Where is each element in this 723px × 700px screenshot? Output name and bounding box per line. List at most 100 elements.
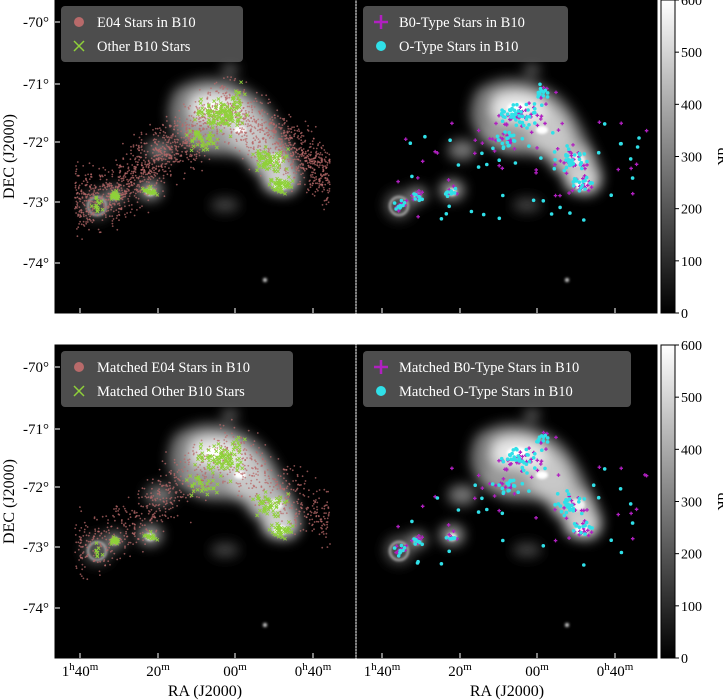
e04-star-marker <box>222 481 224 484</box>
b0-star-marker <box>404 198 409 203</box>
e04-star-marker <box>280 145 283 148</box>
e04-star-marker <box>257 125 260 128</box>
e04-star-marker <box>278 145 281 148</box>
b0-star-marker <box>539 459 544 463</box>
e04-star-marker <box>285 469 288 471</box>
e04-star-marker <box>162 130 165 133</box>
e04-star-marker <box>321 175 323 178</box>
e04-star-marker <box>150 521 153 524</box>
e04-star-marker <box>208 445 211 448</box>
e04-star-marker <box>207 91 210 94</box>
e04-star-marker <box>86 218 89 221</box>
e04-star-marker <box>101 213 104 216</box>
e04-star-marker <box>283 507 285 510</box>
e04-star-marker <box>185 496 187 499</box>
e04-star-marker <box>318 180 321 183</box>
o-star-marker <box>521 123 526 128</box>
e04-star-marker <box>118 204 121 207</box>
other-star-marker <box>206 448 211 452</box>
e04-star-marker <box>223 442 226 445</box>
e04-star-marker <box>299 153 301 156</box>
e04-star-marker <box>249 129 252 132</box>
e04-star-marker <box>94 528 96 531</box>
e04-star-marker <box>323 188 325 191</box>
e04-star-marker <box>102 188 105 191</box>
e04-star-marker <box>286 158 289 161</box>
o-star-marker <box>485 162 489 167</box>
e04-star-marker <box>173 461 176 464</box>
e04-star-marker <box>90 220 92 222</box>
e04-star-marker <box>90 193 93 196</box>
e04-star-marker <box>78 193 81 195</box>
e04-star-marker <box>272 131 275 133</box>
e04-star-marker <box>201 474 204 477</box>
e04-star-marker <box>262 489 265 492</box>
e04-star-marker <box>77 215 79 217</box>
other-star-marker <box>206 478 211 483</box>
e04-star-marker <box>91 196 94 199</box>
star-markers <box>74 418 331 581</box>
e04-star-marker <box>314 160 317 163</box>
e04-star-marker <box>76 205 79 207</box>
e04-star-marker <box>241 131 243 133</box>
e04-star-marker <box>92 560 95 563</box>
e04-star-marker <box>196 473 199 476</box>
e04-star-marker <box>324 183 327 186</box>
e04-star-marker <box>83 225 86 227</box>
e04-star-marker <box>163 137 166 139</box>
e04-star-marker <box>315 514 318 517</box>
other-star-marker <box>109 542 114 546</box>
e04-star-marker <box>103 212 106 215</box>
other-star-marker <box>214 449 219 454</box>
e04-star-marker <box>89 540 92 543</box>
e04-star-marker <box>165 474 168 477</box>
other-star-marker <box>228 134 233 139</box>
b0-star-marker <box>616 167 621 172</box>
e04-star-marker <box>285 479 288 482</box>
e04-star-marker <box>199 464 202 466</box>
x-tick-label: 20m <box>448 661 472 680</box>
e04-star-marker <box>165 451 167 453</box>
e04-star-marker <box>143 193 146 196</box>
other-star-marker <box>212 457 217 462</box>
other-star-marker <box>195 142 200 147</box>
e04-star-marker <box>326 517 329 520</box>
e04-star-marker <box>107 171 110 173</box>
e04-star-marker <box>184 461 187 464</box>
e04-star-marker <box>281 487 284 490</box>
e04-star-marker <box>270 135 272 138</box>
other-star-marker <box>148 529 153 534</box>
o-star-marker <box>501 459 506 464</box>
e04-star-marker <box>124 213 126 216</box>
e04-star-marker <box>89 200 92 203</box>
o-star-marker <box>396 205 401 209</box>
e04-star-marker <box>226 101 229 104</box>
e04-star-marker <box>122 142 124 145</box>
b0-star-marker <box>527 446 531 450</box>
e04-star-marker <box>188 108 190 110</box>
o-star-marker <box>520 114 525 119</box>
e04-star-marker <box>113 202 116 205</box>
legend-circle-icon <box>74 17 84 27</box>
e04-star-marker <box>115 510 117 513</box>
e04-star-marker <box>186 156 189 159</box>
b0-star-marker <box>539 441 543 445</box>
e04-star-marker <box>229 102 232 105</box>
e04-star-marker <box>159 157 162 160</box>
e04-star-marker <box>318 497 320 500</box>
o-star-marker <box>520 465 525 470</box>
e04-star-marker <box>294 158 296 161</box>
e04-star-marker <box>124 205 126 208</box>
e04-star-marker <box>82 220 85 223</box>
e04-star-marker <box>82 577 85 580</box>
e04-star-marker <box>112 202 114 205</box>
e04-star-marker <box>243 128 245 131</box>
e04-star-marker <box>250 455 253 458</box>
o-star-marker <box>481 212 486 217</box>
e04-star-marker <box>263 111 266 113</box>
e04-star-marker <box>188 124 191 126</box>
e04-star-marker <box>183 136 185 139</box>
e04-star-marker <box>198 148 201 151</box>
